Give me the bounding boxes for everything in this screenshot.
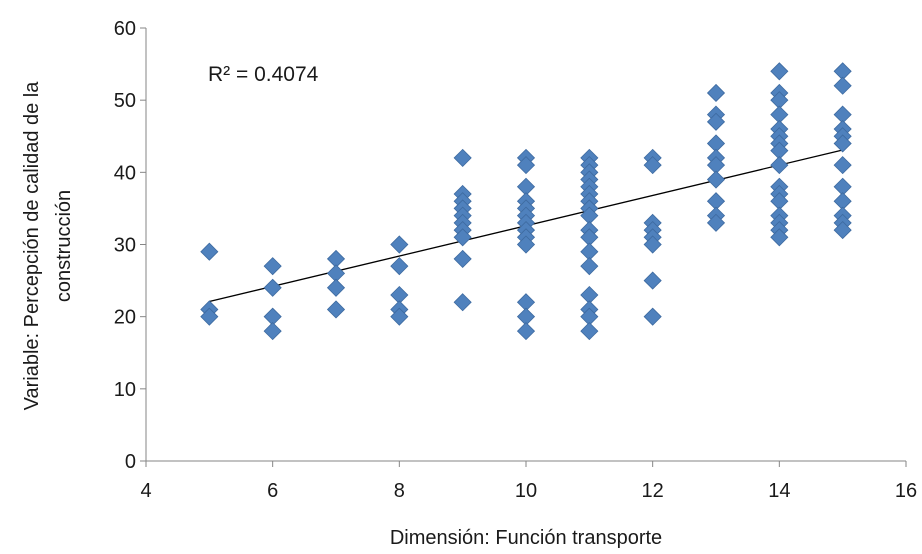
data-point: [326, 278, 346, 297]
data-point: [326, 300, 346, 319]
data-points: [200, 62, 852, 341]
y-tick-label: 10: [114, 379, 136, 401]
data-point: [706, 213, 726, 232]
data-point: [453, 249, 472, 268]
y-tick-label: 30: [114, 235, 136, 257]
data-point: [643, 156, 662, 175]
tick-labels: 0 10 20 30 40 50 60 4 6 8 10 12 14 16: [114, 18, 917, 502]
data-point: [580, 322, 599, 341]
y-tick-label: 0: [125, 451, 136, 473]
y-tick-label: 50: [114, 90, 136, 112]
y-tick-label: 20: [114, 307, 136, 329]
x-tick-label: 10: [515, 480, 537, 502]
data-point: [263, 322, 282, 341]
data-point: [770, 156, 789, 175]
y-axis-title-line-2: construcción: [53, 190, 75, 302]
data-point: [643, 307, 662, 326]
x-tick-label: 8: [394, 480, 405, 502]
data-point: [390, 257, 409, 276]
data-point: [706, 170, 726, 189]
data-point: [833, 76, 852, 95]
data-point: [770, 228, 789, 247]
data-point: [453, 148, 472, 167]
data-point: [263, 278, 282, 297]
x-tick-label: 12: [642, 480, 664, 502]
y-axis-title-line-1: Variable: Percepción de calidad de la: [21, 81, 43, 411]
data-point: [453, 293, 472, 312]
x-axis-title: Dimensión: Función transporte: [390, 527, 662, 549]
axes: [140, 27, 907, 467]
data-point: [263, 257, 282, 276]
data-point: [643, 235, 662, 254]
data-point: [453, 228, 472, 247]
data-point: [200, 307, 219, 326]
data-point: [516, 156, 536, 175]
data-point: [390, 307, 409, 326]
x-tick-label: 6: [267, 480, 278, 502]
data-point: [706, 112, 726, 131]
data-point: [516, 235, 536, 254]
data-point: [833, 134, 852, 153]
x-tick-label: 16: [895, 480, 917, 502]
data-point: [200, 242, 219, 261]
data-point: [516, 322, 536, 341]
x-tick-label: 4: [140, 480, 151, 502]
data-point: [833, 156, 852, 175]
r-squared-annotation: R² = 0.4074: [208, 63, 319, 86]
data-point: [580, 257, 599, 276]
data-point: [643, 271, 662, 290]
data-point: [390, 235, 409, 254]
data-point: [706, 83, 726, 103]
y-tick-label: 40: [114, 162, 136, 184]
data-point: [833, 221, 852, 240]
data-point: [770, 62, 789, 81]
y-tick-label: 60: [114, 18, 136, 40]
x-tick-label: 14: [768, 480, 790, 502]
